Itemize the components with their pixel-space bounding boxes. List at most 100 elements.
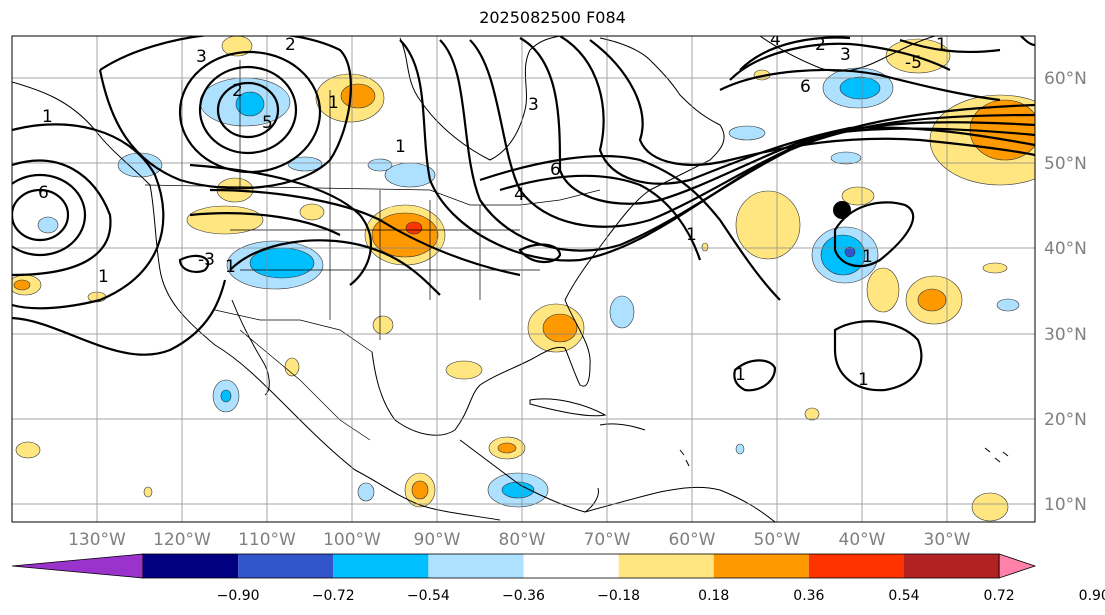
lon-label: 110°W: [238, 530, 296, 550]
lat-label: 20°N: [1044, 410, 1087, 430]
colorbar-segment: [428, 554, 524, 578]
map-layers: 3 2 1 5 6 1 1 2 3 6 4 1 -3 1 1 1 -5 3 2 …: [12, 30, 1035, 522]
contour-label: 1: [395, 137, 406, 157]
lat-label: 60°N: [1044, 69, 1087, 89]
contour-atlantic-high: [833, 320, 923, 392]
contours: [12, 36, 1035, 392]
colorbar-segment: [904, 554, 1000, 578]
state-borders: [230, 190, 540, 340]
colorbar-tick-label: 0.18: [698, 588, 729, 604]
longitude-axis: 130°W 120°W 110°W 100°W 90°W 80°W 70°W 6…: [68, 530, 971, 550]
lon-label: 130°W: [68, 530, 126, 550]
lon-label: 30°W: [924, 530, 971, 550]
contour-label: 1: [98, 267, 109, 287]
contour-label: 2: [232, 81, 243, 101]
colorbar-tick-label: 0.72: [984, 588, 1015, 604]
colorbar-tick-label: −0.54: [407, 588, 450, 604]
map-frame: [11, 35, 1036, 523]
contour-label: 1: [225, 257, 236, 277]
colorbar-extend-low: [11, 553, 144, 579]
shade-top-yellow: [221, 36, 253, 57]
colorbar-tick-label: −0.18: [597, 588, 640, 604]
contour-label: 5: [262, 113, 273, 133]
colorbar-outline: [142, 553, 1000, 579]
hudson-bay-coastline: [399, 36, 561, 161]
contour-wc-2: [198, 65, 298, 155]
contour-label: 4: [770, 30, 781, 50]
lon-label: 120°W: [153, 530, 211, 550]
lon-label: 70°W: [584, 530, 631, 550]
shade-hudson-orange: [340, 83, 376, 109]
contour-label: 1: [735, 365, 746, 385]
colorbar-segment: [143, 554, 239, 578]
lon-label: 100°W: [323, 530, 381, 550]
contour-label: 3: [196, 47, 207, 67]
contour-label: 1: [936, 35, 947, 55]
colorbar-segment: [808, 554, 904, 578]
contour-label: 6: [38, 183, 49, 203]
contour-wc-1: [216, 81, 280, 139]
south-america-coastline: [584, 486, 776, 522]
contour-label: -3: [198, 250, 215, 270]
contour-wc-4: [98, 36, 352, 190]
lon-label: 40°W: [839, 530, 886, 550]
lon-label: 60°W: [669, 530, 716, 550]
coastlines: [12, 36, 1009, 522]
gulf-coastline: [371, 189, 651, 436]
contour-label: 3: [840, 45, 851, 65]
contour-label: 6: [800, 77, 811, 97]
contour-label: 1: [686, 225, 697, 245]
colorbar-tick-label: 0.54: [888, 588, 919, 604]
contour-label: 1: [42, 107, 53, 127]
shade-se-coast-orange: [542, 313, 578, 343]
shade-atlantic-blue: [609, 295, 635, 329]
shade-great-lakes-red: [405, 221, 423, 235]
shade-pacific-blue-2: [37, 216, 59, 234]
colorbar-labels: −0.90 −0.72 −0.54 −0.36 −0.18 0.18 0.36 …: [217, 588, 1105, 604]
colorbar-tick-label: −0.36: [502, 588, 545, 604]
contour-label: 1: [328, 93, 339, 113]
lon-label: 50°W: [754, 530, 801, 550]
shade-atlantic-low-core: [820, 234, 866, 276]
contour-label: 1: [858, 370, 869, 390]
shade-rockies-core: [249, 247, 315, 279]
colorbar-segment: [238, 554, 334, 578]
pacific-coastline: [12, 81, 501, 521]
colorbar: [11, 553, 1037, 579]
colorbar-tick-label: 0.90: [1079, 588, 1105, 604]
shaded-anomalies: [12, 36, 1035, 522]
colorbar-segment: [333, 554, 429, 578]
lat-label: 30°N: [1044, 325, 1087, 345]
colorbar-tick-label: 0.36: [793, 588, 824, 604]
lon-label: 80°W: [499, 530, 546, 550]
graticule: [12, 36, 1035, 522]
latitude-axis: 60°N 50°N 40°N 30°N 20°N 10°N: [1044, 69, 1087, 515]
contour-label: 4: [514, 185, 525, 205]
colorbar-tick-label: −0.72: [312, 588, 355, 604]
contour-label: -5: [905, 53, 922, 73]
colorbar-segment: [618, 554, 714, 578]
lat-label: 50°N: [1044, 154, 1087, 174]
contour-label: 1: [862, 247, 873, 267]
borders: [144, 60, 601, 441]
shade-west-canada-core: [235, 91, 265, 117]
map-title: 2025082500 F084: [479, 8, 626, 27]
lat-label: 10°N: [1044, 495, 1087, 515]
us-mexico-border: [214, 309, 373, 353]
contour-label: 2: [285, 35, 296, 55]
colorbar-segment: [523, 554, 619, 578]
us-canada-border: [144, 184, 601, 206]
storm-position-marker: [833, 201, 851, 219]
colorbar-tick-label: −0.90: [217, 588, 260, 604]
contour-atlantic-low: [833, 201, 915, 268]
contour-label: 2: [815, 35, 826, 55]
lon-label: 90°W: [414, 530, 461, 550]
contour-label: 3: [528, 95, 539, 115]
shade-atlantic-yellow: [735, 190, 801, 260]
lat-label: 40°N: [1044, 239, 1087, 259]
colorbar-extend-high: [998, 553, 1037, 579]
contour-labels: 3 2 1 5 6 1 1 2 3 6 4 1 -3 1 1 1 -5 3 2 …: [38, 30, 947, 390]
contour-label: 6: [550, 160, 561, 180]
colorbar-segment: [713, 554, 809, 578]
